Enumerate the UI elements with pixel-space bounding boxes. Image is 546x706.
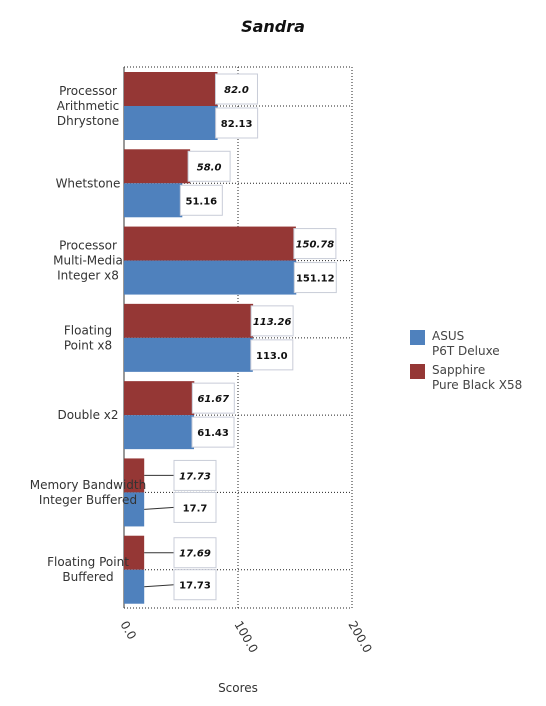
category-label: Whetstone [56, 176, 121, 190]
bar-sapphire [124, 149, 191, 184]
data-label-sapphire: 58.0 [197, 162, 222, 173]
category-label: Processor Multi-Media Integer x8 [53, 239, 123, 283]
data-label-leader [144, 584, 175, 588]
data-label-asus: 82.13 [221, 119, 253, 130]
data-label-box [191, 382, 235, 414]
chart-title: Sandra [241, 17, 305, 36]
x-tick-label: 200.0 [345, 619, 374, 656]
bar-asus [124, 337, 253, 372]
data-label-box [191, 416, 235, 448]
data-label-sapphire: 61.67 [197, 394, 229, 405]
bar-sapphire [124, 458, 145, 493]
data-label-sapphire: 150.78 [296, 240, 335, 251]
legend-swatch [410, 364, 425, 379]
legend: ASUS P6T Deluxe Sapphire Pure Black X58 [410, 329, 522, 392]
data-label-leader [144, 506, 175, 510]
data-label-box [179, 184, 223, 216]
x-tick-label: 100.0 [231, 619, 260, 656]
data-label-asus: 17.73 [179, 581, 211, 592]
grid-layer [123, 66, 353, 609]
bar-sapphire [124, 72, 218, 106]
category-label: Double x2 [57, 408, 118, 422]
legend-label: ASUS P6T Deluxe [432, 329, 500, 358]
data-label-box [250, 305, 294, 337]
data-label-sapphire: 17.69 [179, 549, 211, 560]
category-label: Processor Arithmetic Dhrystone [57, 84, 120, 128]
bar-asus [124, 492, 145, 527]
data-label-box [250, 339, 294, 371]
legend-label: Sapphire Pure Black X58 [432, 363, 522, 392]
data-label-box [173, 569, 217, 601]
bar-asus [124, 260, 297, 295]
data-label-box [214, 73, 258, 105]
bar-asus [124, 415, 195, 450]
category-label: Memory Bandwidth Integer Buffered [30, 478, 147, 507]
data-label-sapphire: 113.26 [253, 317, 292, 328]
data-label-box [215, 107, 259, 139]
data-label-asus: 51.16 [186, 196, 218, 207]
data-label-sapphire: 82.0 [224, 85, 249, 96]
x-axis-title: Scores [218, 681, 258, 695]
data-label-asus: 61.43 [197, 428, 229, 439]
bar-asus [124, 183, 183, 218]
data-label-box [293, 228, 337, 260]
data-label-asus: 17.7 [183, 503, 208, 514]
x-tick-label: 0.0 [117, 619, 139, 643]
data-label-box [187, 150, 231, 182]
data-label-box [173, 537, 217, 569]
category-label: Floating Point Buffered [47, 555, 129, 584]
data-label-asus: 151.12 [296, 274, 335, 285]
data-label-sapphire: 17.73 [179, 471, 211, 482]
x-tick-labels: 0.0 100.0 200.0 [117, 619, 374, 656]
bar-sapphire [124, 226, 296, 261]
category-labels: Processor Arithmetic Dhrystone Whetstone Pro… [30, 84, 147, 584]
data-label-box [173, 459, 217, 491]
category-label: Floating Point x8 [64, 323, 112, 352]
data-label-box [173, 491, 217, 523]
data-label-box [293, 262, 337, 294]
legend-swatch [410, 330, 425, 345]
bar-sapphire [124, 381, 195, 416]
bars-layer: 82.0 82.13 58.0 51.16 150.78 151.12 113.26 113.… [124, 72, 337, 604]
bar-sapphire [124, 303, 254, 338]
bar-asus [124, 569, 145, 604]
data-label-asus: 113.0 [256, 351, 288, 362]
bar-sapphire [124, 535, 145, 570]
bar-asus [124, 106, 218, 140]
